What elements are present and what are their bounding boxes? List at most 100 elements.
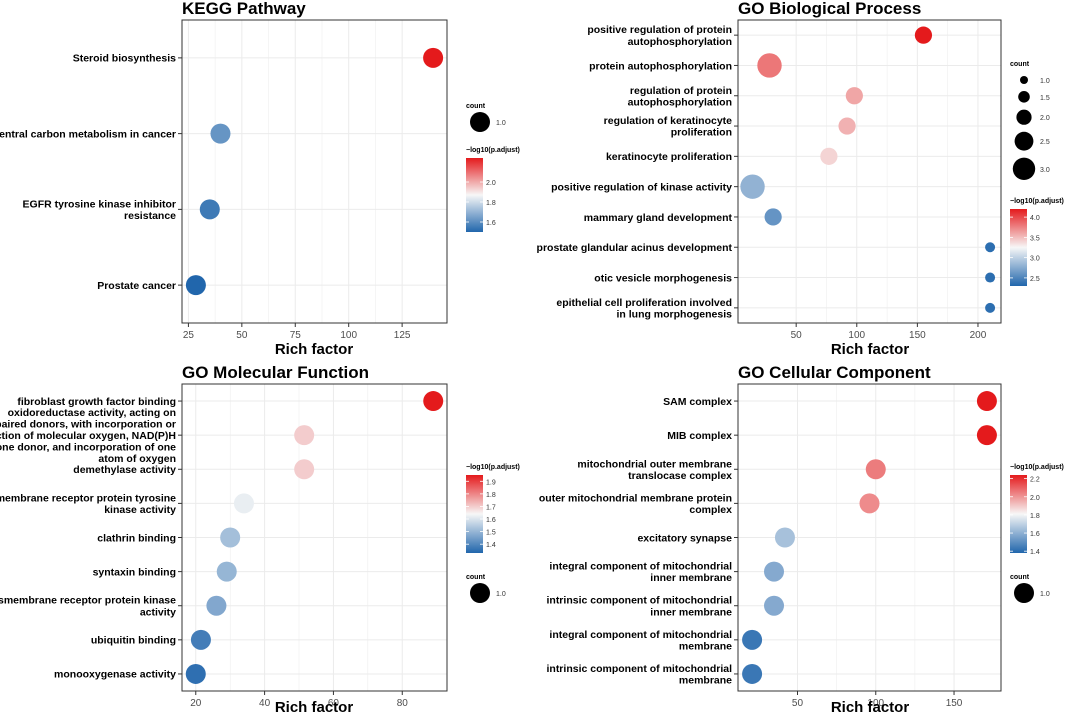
- y-tick-label: regulation of protein autophosphorylation: [628, 85, 732, 109]
- x-axis-label: Rich factor: [831, 341, 910, 358]
- color-legend-tick-label: 1.9: [486, 479, 496, 486]
- data-point: [865, 459, 886, 480]
- y-tick-label: syntaxin binding: [93, 566, 176, 578]
- data-point: [423, 391, 444, 412]
- size-legend-title: count: [466, 103, 486, 110]
- y-tick-label: integral component of mitochondrial inner…: [549, 561, 732, 585]
- y-tick-label: mammary gland development: [584, 212, 733, 224]
- size-legend-key: [1012, 157, 1036, 180]
- data-point: [976, 391, 997, 412]
- data-point: [820, 147, 838, 165]
- color-legend-tick-label: 4.0: [1030, 215, 1040, 222]
- data-point: [233, 493, 254, 514]
- color-legend-title: −log10(p.adjust): [1010, 464, 1064, 471]
- y-tick-label: SAM complex: [663, 396, 732, 408]
- data-point: [742, 663, 763, 684]
- y-tick-label: positive regulation of kinase activity: [551, 181, 732, 193]
- x-tick-label: 125: [394, 330, 411, 341]
- data-point: [185, 663, 206, 684]
- y-tick-label: intrinsic component of mitochondrial memb…: [546, 663, 732, 687]
- color-legend-title: −log10(p.adjust): [466, 147, 520, 154]
- color-legend-title: −log10(p.adjust): [1010, 198, 1064, 205]
- color-legend-tick-label: 2.0: [1030, 495, 1040, 502]
- size-legend-key: [470, 583, 490, 603]
- size-legend-label: 1.0: [1040, 591, 1050, 598]
- x-axis-label: Rich factor: [275, 341, 354, 358]
- chart-title: GO Biological Process: [738, 0, 921, 18]
- y-tick-label: mitochondrial outer membrane translocase …: [577, 458, 732, 482]
- color-legend-title: −log10(p.adjust): [466, 464, 520, 471]
- x-axis-label: Rich factor: [831, 699, 910, 716]
- color-legend-tick-label: 3.5: [1030, 235, 1040, 242]
- data-point: [190, 629, 211, 650]
- color-legend: −log10(p.adjust) 1.4 1.5 1.6 1.7 1.8 1.9: [466, 464, 520, 553]
- y-tick-label: excitatory synapse: [637, 532, 732, 544]
- size-legend-key: [470, 112, 490, 132]
- color-legend-tick-label: 2.2: [1030, 477, 1040, 484]
- x-tick-label: 100: [848, 330, 865, 341]
- size-legend-label: 1.5: [1040, 95, 1050, 102]
- color-legend-tick-label: 1.4: [1030, 549, 1040, 556]
- y-tick-label: monooxygenase activity: [54, 669, 176, 681]
- data-point: [838, 117, 856, 135]
- data-point: [976, 425, 997, 446]
- y-tick-label: ubiquitin binding: [91, 635, 176, 647]
- size-legend-title: count: [1010, 61, 1030, 68]
- color-legend-bar: [466, 158, 483, 232]
- size-legend-label: 1.0: [496, 591, 506, 598]
- y-tick-label: EGFR tyrosine kinase inhibitor resistance: [23, 198, 177, 222]
- color-legend: −log10(p.adjust) 2.5 3.0 3.5 4.0: [1010, 198, 1064, 286]
- color-legend-bar: [466, 475, 483, 553]
- y-tick-label: epithelial cell proliferation involved in…: [556, 297, 732, 321]
- chart-panel-3: GO Molecular Function 20 40 60 80 Rich factor…: [0, 363, 520, 716]
- size-legend-key: [1018, 91, 1030, 103]
- data-point: [740, 174, 765, 199]
- color-legend-tick-label: 1.5: [486, 530, 496, 537]
- color-legend-bar: [1010, 209, 1027, 286]
- x-tick-label: 50: [792, 698, 804, 709]
- data-point: [914, 26, 933, 44]
- x-tick-label: 150: [946, 698, 963, 709]
- size-legend-label: 2.0: [1040, 115, 1050, 122]
- data-point: [985, 272, 996, 283]
- size-legend-title: count: [1010, 574, 1030, 581]
- color-legend-tick-label: 1.6: [486, 220, 496, 227]
- data-point: [764, 595, 785, 616]
- y-tick-label: demethylase activity: [73, 464, 176, 476]
- y-tick-label: clathrin binding: [97, 532, 176, 544]
- size-legend-label: 3.0: [1040, 167, 1050, 174]
- y-tick-label: protein autophosphorylation: [589, 60, 732, 72]
- x-tick-label: 100: [867, 698, 884, 709]
- size-legend-label: 1.0: [1040, 78, 1050, 85]
- y-tick-label: outer mitochondrial membrane protein comp…: [539, 492, 732, 516]
- size-legend: count 1.0: [466, 574, 506, 603]
- color-legend-tick-label: 1.6: [1030, 531, 1040, 538]
- y-tick-label: keratinocyte proliferation: [606, 151, 732, 163]
- color-legend-tick-label: 2.5: [1030, 276, 1040, 283]
- y-tick-label: regulation of keratinocyte proliferation: [604, 115, 733, 139]
- size-legend-label: 1.0: [496, 120, 506, 127]
- y-tick-label: prostate glandular acinus development: [537, 242, 733, 254]
- size-legend-label: 2.5: [1040, 139, 1050, 146]
- size-legend-key: [1014, 583, 1034, 603]
- x-tick-label: 80: [397, 698, 409, 709]
- data-point: [757, 53, 782, 78]
- x-tick-label: 20: [190, 698, 202, 709]
- x-tick-label: 75: [290, 330, 302, 341]
- x-tick-label: 25: [183, 330, 195, 341]
- size-legend-key: [1014, 131, 1034, 151]
- x-tick-label: 150: [909, 330, 926, 341]
- data-point: [216, 561, 237, 582]
- data-point: [764, 208, 782, 226]
- data-point: [185, 275, 206, 296]
- size-legend-key: [1020, 76, 1028, 84]
- y-tick-label: oxidoreductase activity, acting on paired…: [0, 407, 176, 465]
- data-point: [423, 47, 444, 68]
- color-legend-tick-label: 1.7: [486, 504, 496, 511]
- data-point: [220, 527, 241, 548]
- x-tick-label: 40: [259, 698, 271, 709]
- x-tick-label: 200: [970, 330, 987, 341]
- color-legend-tick-label: 1.4: [486, 542, 496, 549]
- data-point: [294, 459, 315, 480]
- x-axis-label: Rich factor: [275, 699, 354, 716]
